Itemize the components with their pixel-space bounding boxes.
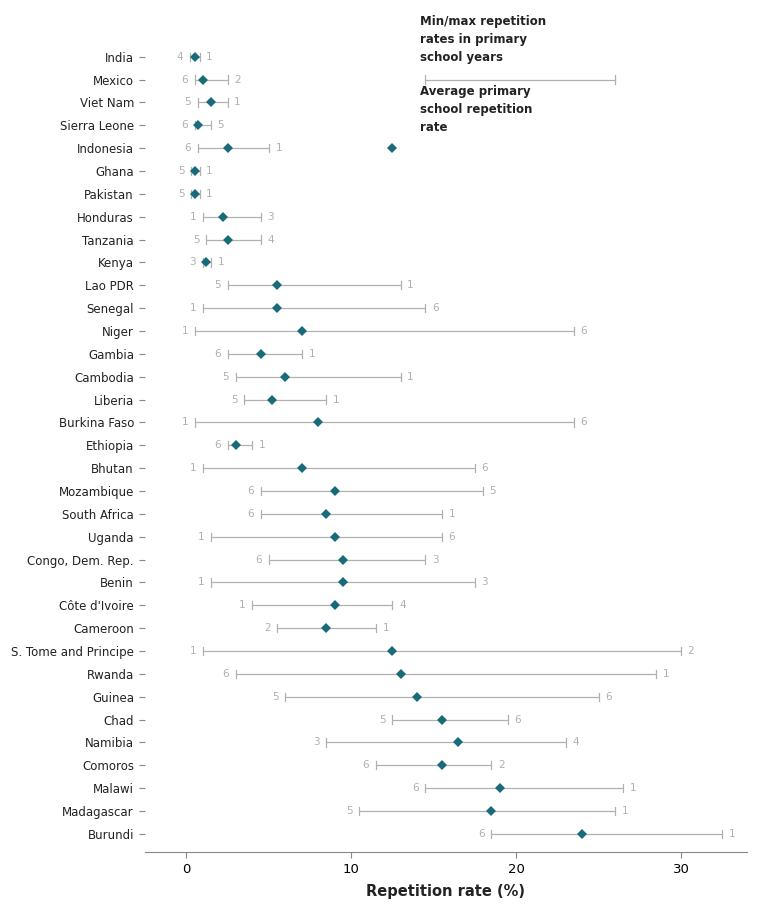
Text: 6: 6 — [515, 714, 521, 724]
Text: 4: 4 — [267, 235, 274, 245]
Text: 1: 1 — [407, 371, 414, 381]
Text: 2: 2 — [264, 623, 271, 633]
Text: 1: 1 — [198, 578, 205, 588]
Text: 1: 1 — [728, 829, 735, 839]
Text: 6: 6 — [605, 692, 612, 702]
Text: 1: 1 — [234, 97, 241, 107]
Text: 5: 5 — [490, 486, 496, 496]
Text: 6: 6 — [581, 418, 587, 428]
Text: 2: 2 — [234, 75, 241, 85]
Text: 4: 4 — [572, 737, 579, 747]
Text: 1: 1 — [218, 258, 224, 268]
Text: 1: 1 — [190, 646, 196, 656]
Text: 2: 2 — [688, 646, 694, 656]
Text: 6: 6 — [581, 326, 587, 336]
Text: 3: 3 — [313, 737, 320, 747]
Text: 6: 6 — [181, 75, 188, 85]
Text: 1: 1 — [407, 280, 414, 290]
Text: 5: 5 — [218, 120, 224, 130]
Text: 5: 5 — [193, 235, 199, 245]
Text: 3: 3 — [481, 578, 488, 588]
Text: 1: 1 — [190, 463, 196, 473]
Text: 6: 6 — [255, 554, 262, 564]
Text: 2: 2 — [498, 760, 505, 770]
Text: 3: 3 — [267, 212, 274, 222]
Text: 6: 6 — [215, 440, 221, 450]
X-axis label: Repetition rate (%): Repetition rate (%) — [367, 884, 525, 899]
Text: 1: 1 — [239, 601, 246, 611]
Text: 6: 6 — [215, 349, 221, 359]
Text: 5: 5 — [230, 395, 237, 405]
Text: 1: 1 — [181, 326, 188, 336]
Text: 1: 1 — [309, 349, 315, 359]
Text: 6: 6 — [412, 784, 418, 794]
Text: 5: 5 — [346, 806, 352, 816]
Text: Min/max repetition
rates in primary
school years: Min/max repetition rates in primary scho… — [421, 15, 547, 64]
Text: 1: 1 — [206, 189, 213, 199]
Text: 3: 3 — [432, 554, 439, 564]
Text: 6: 6 — [181, 120, 188, 130]
Text: 1: 1 — [190, 212, 196, 222]
Text: 6: 6 — [449, 531, 455, 541]
Text: 1: 1 — [181, 418, 188, 428]
Text: 5: 5 — [185, 97, 191, 107]
Text: 6: 6 — [247, 486, 254, 496]
Text: 6: 6 — [362, 760, 369, 770]
Text: 1: 1 — [622, 806, 628, 816]
Text: 4: 4 — [177, 52, 183, 62]
Text: 6: 6 — [223, 669, 229, 679]
Text: 5: 5 — [178, 189, 185, 199]
Text: Average primary
school repetition
rate: Average primary school repetition rate — [421, 86, 533, 135]
Text: 1: 1 — [630, 784, 637, 794]
Text: 6: 6 — [247, 509, 254, 519]
Text: 3: 3 — [190, 258, 196, 268]
Text: 1: 1 — [449, 509, 455, 519]
Text: 4: 4 — [399, 601, 406, 611]
Text: 6: 6 — [185, 143, 191, 153]
Text: 1: 1 — [206, 52, 213, 62]
Text: 5: 5 — [379, 714, 386, 724]
Text: 6: 6 — [481, 463, 488, 473]
Text: 1: 1 — [662, 669, 669, 679]
Text: 1: 1 — [275, 143, 282, 153]
Text: 1: 1 — [383, 623, 389, 633]
Text: 5: 5 — [178, 166, 185, 176]
Text: 5: 5 — [272, 692, 279, 702]
Text: 1: 1 — [206, 166, 213, 176]
Text: 5: 5 — [223, 371, 229, 381]
Text: 5: 5 — [215, 280, 221, 290]
Text: 1: 1 — [333, 395, 340, 405]
Text: 1: 1 — [190, 303, 196, 313]
Text: 6: 6 — [478, 829, 484, 839]
Text: 1: 1 — [259, 440, 265, 450]
Text: 6: 6 — [432, 303, 439, 313]
Text: 1: 1 — [198, 531, 205, 541]
